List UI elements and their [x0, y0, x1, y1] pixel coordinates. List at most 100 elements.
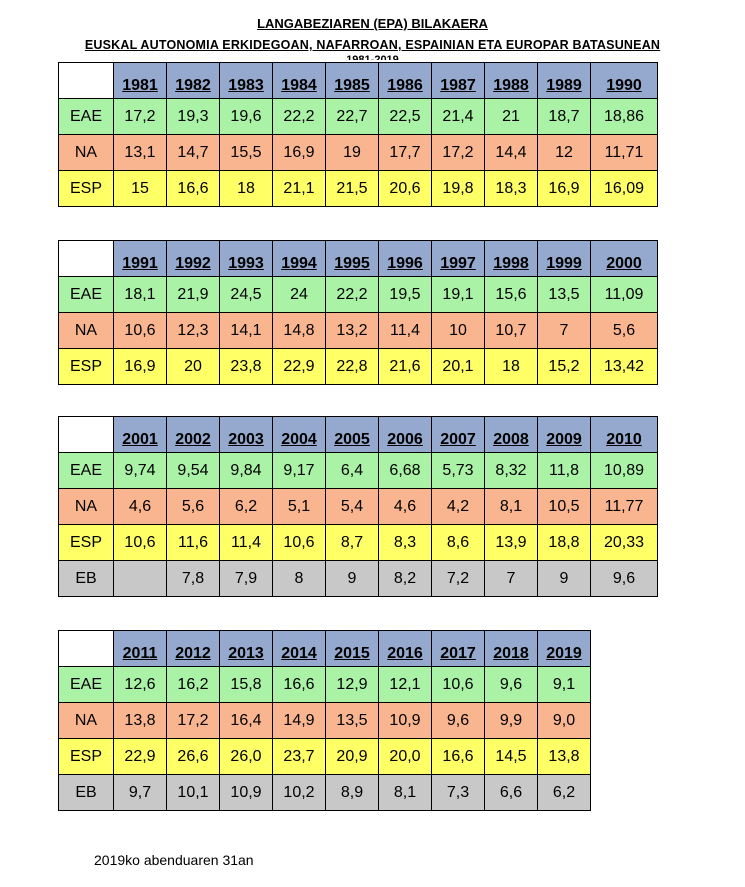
- value-cell: 22,5: [378, 98, 432, 135]
- value-cell: 20,33: [590, 524, 658, 561]
- year-header-cell: 1986: [378, 62, 432, 99]
- value-cell: 22,7: [325, 98, 379, 135]
- region-row-na: NA 13,1 14,7 15,5 16,9 19 17,7 17,2 14,4 12 11,71: [58, 134, 658, 171]
- value-cell: 10,2: [272, 774, 326, 811]
- value-cell: 23,7: [272, 738, 326, 775]
- value-cell: 26,6: [166, 738, 220, 775]
- value-cell: 14,5: [484, 738, 538, 775]
- value-cell: 18,86: [590, 98, 658, 135]
- value-cell: 20,0: [378, 738, 432, 775]
- value-cell: 21,5: [325, 170, 379, 207]
- value-cell: 18: [484, 348, 538, 385]
- value-cell: 21: [484, 98, 538, 135]
- value-cell: 6,68: [378, 452, 432, 489]
- value-cell: 11,4: [219, 524, 273, 561]
- value-cell: 21,6: [378, 348, 432, 385]
- year-header-cell: 1994: [272, 240, 326, 277]
- value-cell: 8,1: [484, 488, 538, 525]
- region-label: EB: [58, 560, 114, 597]
- region-label: NA: [58, 134, 114, 171]
- value-cell: 21,1: [272, 170, 326, 207]
- value-cell: 7,8: [166, 560, 220, 597]
- value-cell: 15,8: [219, 666, 273, 703]
- region-label: EAE: [58, 452, 114, 489]
- year-header-cell: 1999: [537, 240, 591, 277]
- region-row-eae: EAE 9,74 9,54 9,84 9,17 6,4 6,68 5,73 8,32 11,8 10…: [58, 452, 658, 489]
- value-cell: 19,1: [431, 276, 485, 313]
- value-cell: 5,73: [431, 452, 485, 489]
- value-cell: 8,6: [431, 524, 485, 561]
- year-header-cell: 2005: [325, 416, 379, 453]
- region-label: ESP: [58, 348, 114, 385]
- region-label: EB: [58, 774, 114, 811]
- value-cell: 14,1: [219, 312, 273, 349]
- year-header-cell: 2014: [272, 630, 326, 667]
- value-cell: 20,6: [378, 170, 432, 207]
- region-label: ESP: [58, 524, 114, 561]
- value-cell: 5,4: [325, 488, 379, 525]
- region-label: ESP: [58, 738, 114, 775]
- region-row-esp: ESP 22,9 26,6 26,0 23,7 20,9 20,0 16,6 14,5 13,8: [58, 738, 591, 775]
- corner-cell: [58, 416, 114, 453]
- value-cell: 13,2: [325, 312, 379, 349]
- year-header-cell: 2019: [537, 630, 591, 667]
- value-cell: 16,09: [590, 170, 658, 207]
- value-cell: 13,1: [113, 134, 167, 171]
- value-cell: 11,8: [537, 452, 591, 489]
- value-cell: 10,1: [166, 774, 220, 811]
- value-cell: 11,09: [590, 276, 658, 313]
- value-cell: 14,7: [166, 134, 220, 171]
- year-header-cell: 1993: [219, 240, 273, 277]
- value-cell: 26,0: [219, 738, 273, 775]
- value-cell: 16,2: [166, 666, 220, 703]
- value-cell: 14,4: [484, 134, 538, 171]
- value-cell: 10,7: [484, 312, 538, 349]
- value-cell: 5,1: [272, 488, 326, 525]
- year-header-cell: 1983: [219, 62, 273, 99]
- value-cell: 16,6: [272, 666, 326, 703]
- year-header-cell: 1981: [113, 62, 167, 99]
- value-cell: 18,7: [537, 98, 591, 135]
- value-cell: 24: [272, 276, 326, 313]
- value-cell: 10,6: [113, 524, 167, 561]
- value-cell: 7,3: [431, 774, 485, 811]
- corner-cell: [58, 630, 114, 667]
- footer-date: 2019ko abenduaren 31an: [94, 852, 254, 868]
- value-cell: 9,9: [484, 702, 538, 739]
- value-cell: 7: [484, 560, 538, 597]
- value-cell: 10,5: [537, 488, 591, 525]
- value-cell: 23,8: [219, 348, 273, 385]
- region-row-eae: EAE 17,2 19,3 19,6 22,2 22,7 22,5 21,4 21 18,7 18,…: [58, 98, 658, 135]
- value-cell: 9,17: [272, 452, 326, 489]
- value-cell: 10,6: [272, 524, 326, 561]
- value-cell: 19,8: [431, 170, 485, 207]
- value-cell: 7,9: [219, 560, 273, 597]
- value-cell: 9: [537, 560, 591, 597]
- year-header-cell: 1982: [166, 62, 220, 99]
- region-row-na: NA 13,8 17,2 16,4 14,9 13,5 10,9 9,6 9,9 9,0: [58, 702, 591, 739]
- value-cell: 16,6: [431, 738, 485, 775]
- region-row-eb: EB 7,8 7,9 8 9 8,2 7,2 7 9 9,6: [58, 560, 658, 597]
- unemployment-table-2011-2019: 2011 2012 2013 2014 2015 2016 2017 2018 2019 EAE 1…: [58, 630, 591, 811]
- value-cell: 9,1: [537, 666, 591, 703]
- region-label: NA: [58, 488, 114, 525]
- value-cell: 15: [113, 170, 167, 207]
- year-header-cell: 2002: [166, 416, 220, 453]
- value-cell: 4,6: [113, 488, 167, 525]
- value-cell: 6,2: [219, 488, 273, 525]
- value-cell: 9,6: [590, 560, 658, 597]
- value-cell: 6,4: [325, 452, 379, 489]
- value-cell: 14,9: [272, 702, 326, 739]
- value-cell: 11,77: [590, 488, 658, 525]
- region-row-esp: ESP 10,6 11,6 11,4 10,6 8,7 8,3 8,6 13,9 18,8 20,3…: [58, 524, 658, 561]
- value-cell: 7: [537, 312, 591, 349]
- value-cell: 16,6: [166, 170, 220, 207]
- value-cell: 17,2: [113, 98, 167, 135]
- value-cell: 15,5: [219, 134, 273, 171]
- region-row-eae: EAE 18,1 21,9 24,5 24 22,2 19,5 19,1 15,6 13,5 11,…: [58, 276, 658, 313]
- year-header-cell: 2017: [431, 630, 485, 667]
- value-cell: 12,6: [113, 666, 167, 703]
- value-cell: 13,5: [325, 702, 379, 739]
- year-header-cell: 1989: [537, 62, 591, 99]
- year-header-cell: 1992: [166, 240, 220, 277]
